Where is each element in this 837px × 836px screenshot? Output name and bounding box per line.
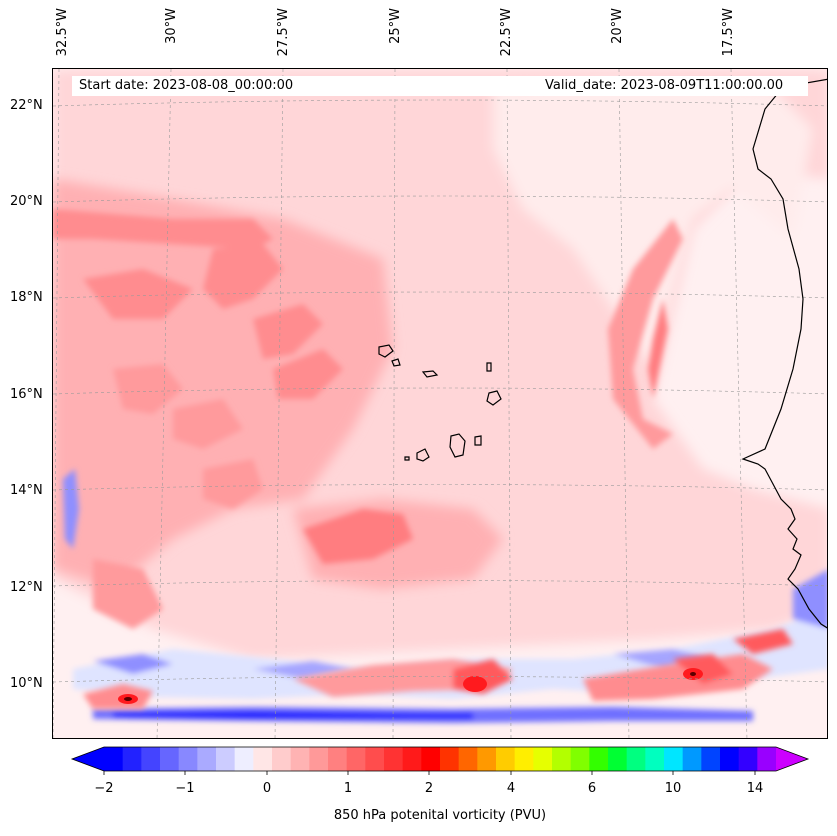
lat-label-10n: 10°N — [10, 676, 43, 691]
colorbar-cell — [178, 747, 198, 771]
colorbar-cell — [757, 747, 777, 771]
lat-label-12n: 12°N — [10, 580, 43, 595]
lat-label-16n: 16°N — [10, 387, 43, 402]
pv-map — [52, 68, 828, 739]
colorbar-cell — [608, 747, 628, 771]
colorbar-cell — [738, 747, 758, 771]
colorbar-cell — [514, 747, 534, 771]
colorbar-label: 850 hPa potenital vorticity (PVU) — [333, 808, 547, 823]
colorbar-cell — [384, 747, 404, 771]
colorbar-cells — [104, 747, 777, 771]
vortex-cores — [118, 668, 703, 704]
colorbar-cell — [309, 747, 329, 771]
lon-label-17.5w: 17.5°W — [721, 8, 736, 57]
colorbar-cell — [626, 747, 646, 771]
pv-field-svg — [53, 69, 827, 738]
colorbar-cell — [589, 747, 609, 771]
colorbar-tick-neg1: −1 — [175, 781, 195, 796]
colorbar-tick-10: 10 — [664, 781, 682, 796]
colorbar-cell — [328, 747, 348, 771]
colorbar-cell — [365, 747, 385, 771]
lat-label-22n: 22°N — [10, 98, 43, 113]
colorbar-cell — [720, 747, 740, 771]
cape-verde-islands — [378, 344, 502, 462]
colorbar-tick-0: 0 — [262, 781, 272, 796]
lon-label-22.5w: 22.5°W — [499, 8, 514, 57]
lon-label-27.5w: 27.5°W — [276, 8, 291, 57]
colorbar-cell — [253, 747, 273, 771]
colorbar-cell — [533, 747, 553, 771]
gridlines — [53, 69, 827, 738]
african-coastline — [741, 78, 827, 629]
colorbar-ticks — [103, 771, 756, 775]
lat-label-20n: 20°N — [10, 194, 43, 209]
valid-date: Valid_date: 2023-08-09T11:00:00.00 — [545, 78, 784, 93]
colorbar-extend-over — [776, 747, 808, 771]
lon-label-32.5w: 32.5°W — [55, 8, 70, 57]
colorbar-cell — [160, 747, 180, 771]
colorbar-tick-14: 14 — [746, 781, 764, 796]
colorbar-cell — [141, 747, 161, 771]
pale-region-ne — [493, 79, 813, 369]
colorbar-cell — [421, 747, 441, 771]
lat-label-14n: 14°N — [10, 483, 43, 498]
colorbar-cell — [234, 747, 254, 771]
colorbar-cell — [402, 747, 422, 771]
colorbar-tick-1: 1 — [343, 781, 353, 796]
lon-label-30w: 30°W — [164, 8, 179, 44]
red-vortices-south — [83, 629, 793, 709]
colorbar-cell — [570, 747, 590, 771]
colorbar-cell — [346, 747, 366, 771]
colorbar-cell — [122, 747, 142, 771]
colorbar-cell — [197, 747, 217, 771]
info-bar — [72, 76, 808, 96]
colorbar-cell — [701, 747, 721, 771]
colorbar-extend-under — [72, 747, 104, 771]
lat-label-18n: 18°N — [10, 290, 43, 305]
colorbar-cell — [216, 747, 236, 771]
start-date: Start date: 2023-08-08_00:00:00 — [79, 78, 294, 93]
colorbar-cell — [440, 747, 460, 771]
colorbar-cell — [664, 747, 684, 771]
lon-label-20w: 20°W — [610, 8, 625, 44]
red-arc-east — [608, 219, 683, 449]
lon-label-25w: 25°W — [388, 8, 403, 44]
red-streaks-west — [53, 209, 413, 629]
colorbar-tick-6: 6 — [587, 781, 597, 796]
colorbar-cell — [477, 747, 497, 771]
colorbar-cell — [272, 747, 292, 771]
colorbar-cell — [458, 747, 478, 771]
colorbar-cell — [645, 747, 665, 771]
colorbar-tick-4: 4 — [506, 781, 516, 796]
colorbar-cell — [552, 747, 572, 771]
colorbar-cell — [682, 747, 702, 771]
colorbar-tick-neg2: −2 — [94, 781, 114, 796]
colorbar — [70, 746, 810, 775]
colorbar-cell — [496, 747, 516, 771]
colorbar-cell — [104, 747, 124, 771]
colorbar-cell — [290, 747, 310, 771]
colorbar-tick-2: 2 — [424, 781, 434, 796]
